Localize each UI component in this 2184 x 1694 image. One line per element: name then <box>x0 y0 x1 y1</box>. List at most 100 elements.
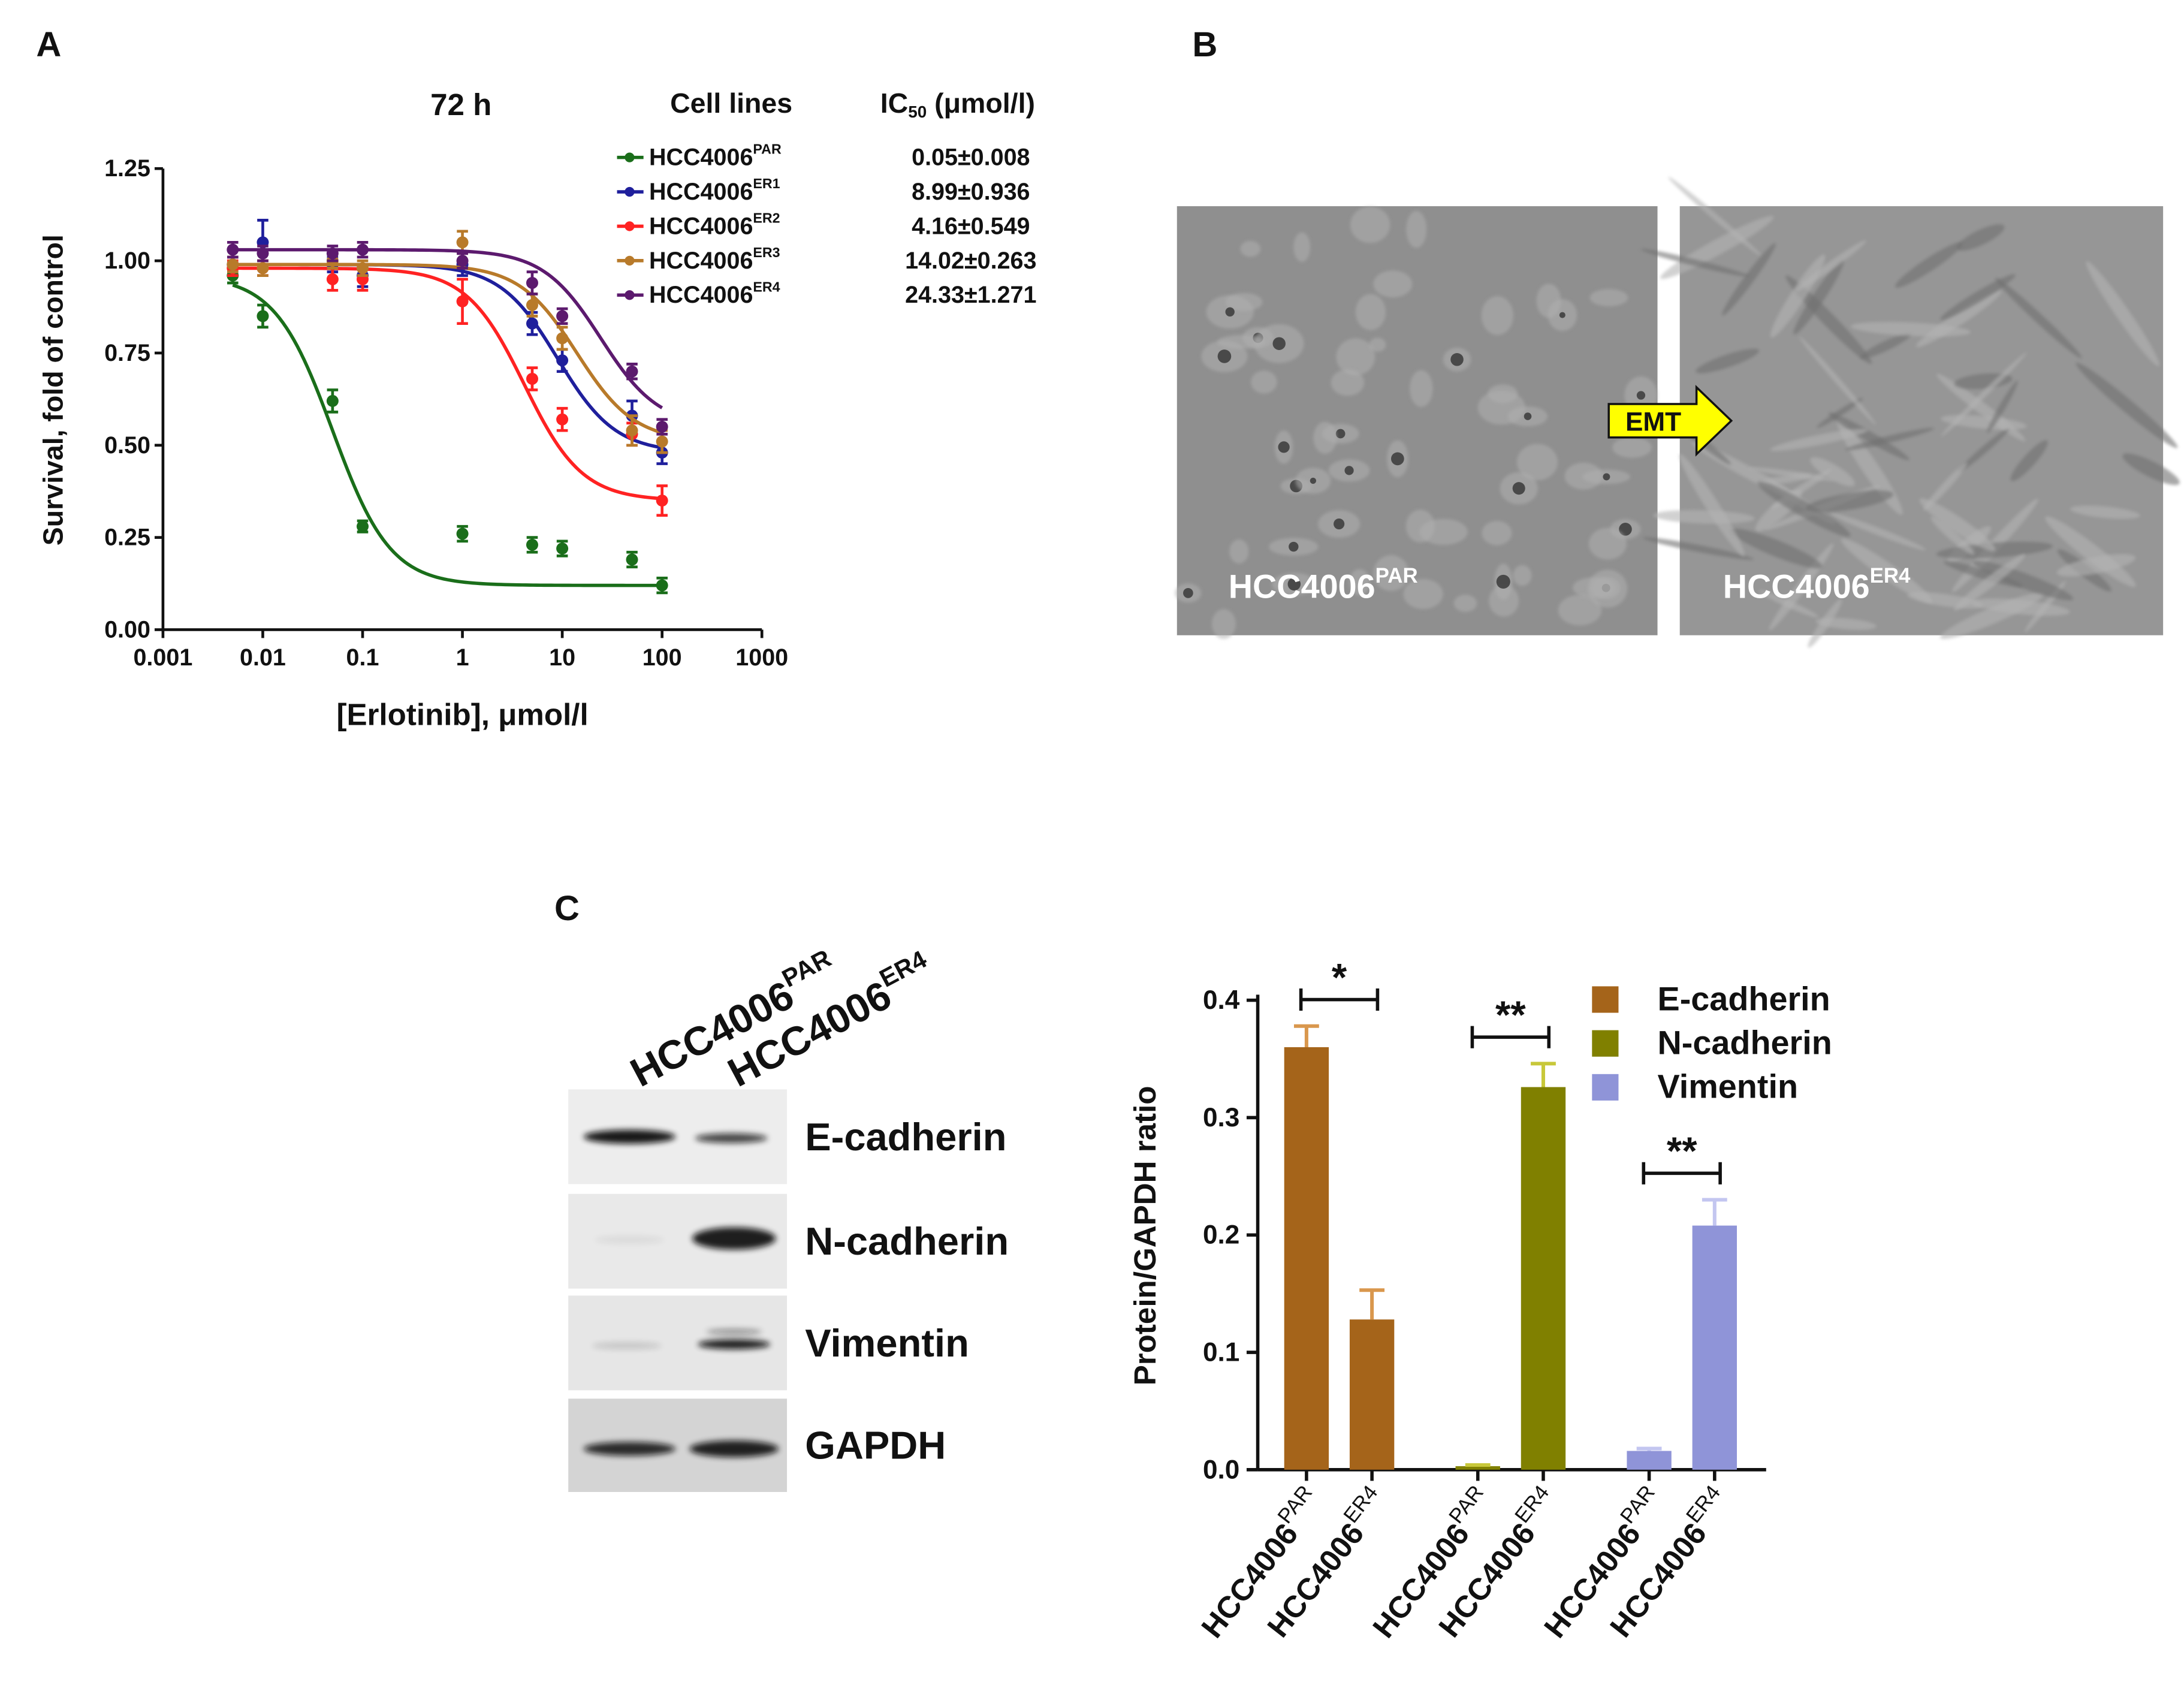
data-point <box>556 310 569 322</box>
cell <box>1795 240 1866 291</box>
data-point <box>456 528 469 540</box>
cell <box>1588 569 1628 608</box>
cell <box>1730 528 1823 569</box>
blot-strip <box>568 1398 788 1493</box>
data-point <box>357 243 369 256</box>
ic50-value: 24.33±1.271 <box>905 282 1036 308</box>
blot-band <box>595 1235 665 1244</box>
legend-label-part: HCC4006 <box>649 213 753 239</box>
legend-label-part: HCC4006 <box>649 179 753 205</box>
data-point <box>526 373 538 385</box>
chart-title: 72 h <box>430 88 491 122</box>
cell-nucleus <box>1310 477 1317 484</box>
cell <box>1350 206 1390 243</box>
cell <box>1331 369 1365 396</box>
ic50-value: 0.05±0.008 <box>912 144 1030 171</box>
cell <box>1817 397 1863 428</box>
blot-strip <box>568 1295 788 1391</box>
legend-label: HCC4006ER2 <box>649 210 780 239</box>
cell <box>1923 462 1968 511</box>
data-point <box>257 262 269 275</box>
fit-curve <box>233 263 663 435</box>
micrograph <box>1175 206 1658 639</box>
cell <box>1406 210 1427 248</box>
cell <box>1229 539 1249 564</box>
cell <box>1944 560 2023 587</box>
cell <box>1721 243 1776 316</box>
cell <box>1828 412 1910 460</box>
cell <box>1757 481 1851 537</box>
cell <box>1851 321 1971 337</box>
legend-label: Vimentin <box>1658 1068 1798 1105</box>
data-point <box>357 520 369 533</box>
legend-label: HCC4006ER3 <box>649 245 780 274</box>
data-point <box>556 332 569 345</box>
cell <box>1805 490 1894 513</box>
cell <box>1349 569 1370 596</box>
cell <box>1588 528 1627 560</box>
cell <box>1251 370 1277 394</box>
cell <box>1895 242 1963 288</box>
y-tick-label: 0.50 <box>104 432 150 459</box>
blot-band <box>706 1329 762 1335</box>
data-point <box>656 421 668 433</box>
data-point <box>227 258 239 271</box>
cell <box>1987 380 2018 433</box>
cell <box>1785 275 1872 364</box>
cell <box>1589 289 1628 307</box>
emt-arrow <box>1607 384 1733 457</box>
data-point <box>526 299 538 311</box>
significance-label: * <box>1332 955 1347 999</box>
cell <box>1369 337 1386 352</box>
significance-label: ** <box>1667 1129 1697 1173</box>
data-point <box>556 413 569 426</box>
data-point <box>556 354 569 367</box>
legend-label: E-cadherin <box>1658 980 1830 1017</box>
cell <box>1956 224 2005 251</box>
cell-nucleus <box>1524 412 1532 420</box>
cell <box>1336 338 1375 376</box>
error-bar <box>1359 1288 1385 1320</box>
cell <box>1240 240 1261 257</box>
legend-swatch <box>1592 1074 1619 1101</box>
cell <box>1403 578 1443 610</box>
cell <box>1481 296 1514 335</box>
cell-nucleus <box>1272 337 1286 350</box>
cell <box>1845 427 1935 451</box>
fit-curve <box>233 263 663 450</box>
cell-nucleus <box>1450 353 1464 366</box>
significance-bracket <box>1642 1162 1722 1184</box>
cell <box>1958 427 2010 472</box>
legend-label-part: PAR <box>753 141 782 157</box>
image-label-part: HCC4006 <box>1723 568 1870 605</box>
legend-label-part: ER2 <box>753 210 780 225</box>
cell <box>1940 274 2016 320</box>
image-label: HCC4006PAR <box>1229 563 1418 605</box>
legend-header: Cell lines <box>670 88 792 119</box>
table-header-part: IC <box>880 88 908 119</box>
data-point <box>456 236 469 249</box>
image-label-part: ER4 <box>1870 563 1911 587</box>
x-axis-label: [Erlotinib], μmol/l <box>336 698 588 732</box>
blot-band <box>698 1339 771 1349</box>
cell-nucleus <box>1278 441 1290 453</box>
cell <box>1770 254 1826 338</box>
cell <box>2076 363 2178 448</box>
cell-nucleus <box>1512 482 1525 495</box>
y-tick-label: 1.25 <box>104 155 150 182</box>
cell-nucleus <box>1603 473 1610 481</box>
protein-label: N-cadherin <box>805 1219 1009 1263</box>
cell <box>1930 517 1975 555</box>
legend-label: N-cadherin <box>1658 1024 1832 1062</box>
legend-swatch <box>1592 986 1619 1013</box>
bar <box>1284 1047 1329 1470</box>
cell <box>1954 554 2026 611</box>
data-point <box>326 394 339 407</box>
cell <box>2086 261 2159 366</box>
y-tick-label: 0.1 <box>1203 1338 1239 1367</box>
fit-curve <box>233 266 662 501</box>
cell-nucleus <box>1619 523 1632 536</box>
data-point <box>257 247 269 260</box>
legend-label-part: ER4 <box>753 279 780 294</box>
protein-label: E-cadherin <box>805 1115 1006 1159</box>
